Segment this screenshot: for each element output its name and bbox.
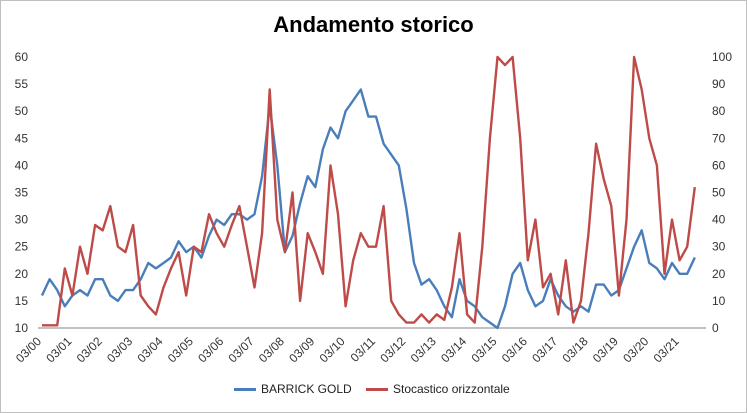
y-left-tick-label: 25 [15, 240, 29, 254]
x-tick-label: 03/13 [408, 334, 439, 365]
x-tick-label: 03/18 [560, 334, 591, 365]
x-tick-label: 03/03 [104, 334, 135, 365]
chart-legend: BARRICK GOLD Stocastico orizzontale [0, 382, 747, 402]
y-left-tick-label: 35 [15, 186, 29, 200]
y-right-tick-label: 10 [712, 294, 726, 308]
x-tick-label: 03/02 [74, 334, 105, 365]
x-tick-label: 03/11 [348, 334, 379, 365]
y-right-tick-label: 60 [712, 158, 726, 172]
x-tick-label: 03/05 [165, 334, 196, 365]
y-right-tick-label: 30 [712, 240, 726, 254]
y-left-tick-label: 40 [15, 158, 29, 172]
x-tick-label: 03/16 [499, 334, 530, 365]
chart-title: Andamento storico [273, 12, 474, 37]
y-right-tick-label: 100 [712, 50, 732, 64]
x-tick-label: 03/12 [377, 334, 408, 365]
x-tick-label: 03/17 [529, 334, 560, 365]
series-line-barrick-gold [40, 88, 696, 330]
x-tick-label: 03/07 [226, 334, 257, 365]
series-line-stocastico [42, 55, 696, 327]
x-tick-label: 03/21 [651, 334, 682, 365]
x-tick-label: 03/01 [43, 334, 74, 365]
y-left-tick-label: 20 [15, 267, 29, 281]
y-right-tick-label: 50 [712, 186, 726, 200]
x-tick-label: 03/15 [468, 334, 499, 365]
x-tick-label: 03/00 [13, 334, 44, 365]
legend-swatch-barrick-gold [234, 387, 256, 391]
x-tick-label: 03/08 [256, 334, 287, 365]
y-right-tick-label: 20 [712, 267, 726, 281]
y-left-tick-label: 15 [15, 294, 29, 308]
y-right-tick-label: 90 [712, 77, 726, 91]
y-left-tick-label: 55 [15, 77, 29, 91]
x-tick-label: 03/10 [317, 334, 348, 365]
y-left-tick-label: 10 [15, 321, 29, 335]
y-right-tick-label: 80 [712, 104, 726, 118]
y-left-tick-label: 30 [15, 213, 29, 227]
x-tick-label: 03/09 [286, 334, 317, 365]
y-left-tick-label: 60 [15, 50, 29, 64]
legend-swatch-stocastico [366, 387, 388, 391]
x-tick-label: 03/20 [620, 334, 651, 365]
x-tick-label: 03/14 [438, 334, 469, 365]
y-right-tick-label: 70 [712, 131, 726, 145]
y-left-tick-label: 50 [15, 104, 29, 118]
legend-item-barrick-gold: BARRICK GOLD [234, 382, 352, 396]
x-tick-label: 03/19 [590, 334, 621, 365]
x-tick-label: 03/04 [134, 334, 165, 365]
legend-label-barrick-gold: BARRICK GOLD [261, 382, 352, 396]
y-right-tick-label: 40 [712, 213, 726, 227]
y-left-tick-label: 45 [15, 131, 29, 145]
legend-label-stocastico: Stocastico orizzontale [393, 382, 510, 396]
x-tick-label: 03/06 [195, 334, 226, 365]
y-right-tick-label: 0 [712, 321, 719, 335]
legend-item-stocastico: Stocastico orizzontale [366, 382, 510, 396]
